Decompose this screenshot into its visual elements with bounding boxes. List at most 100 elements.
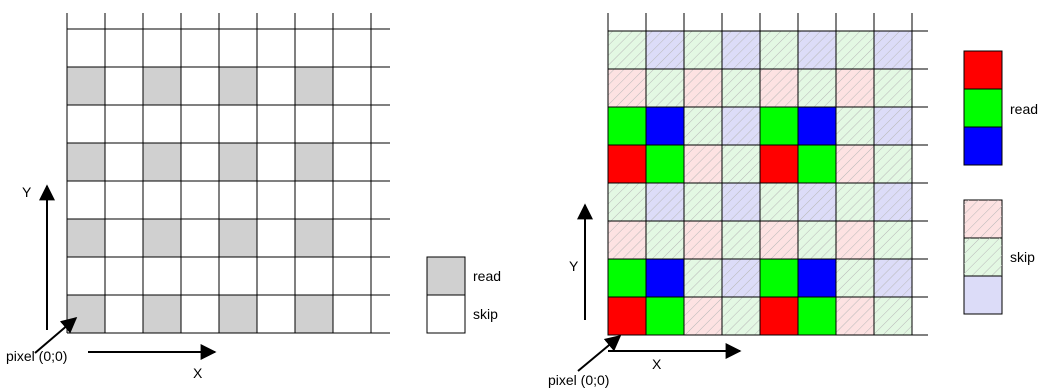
right-skip-hatch xyxy=(836,145,874,183)
right-skip-hatch xyxy=(684,183,722,221)
right-skip-hatch xyxy=(722,183,760,221)
right-skip-hatch xyxy=(836,31,874,69)
left-cell-grid xyxy=(67,67,333,333)
right-read-cell xyxy=(607,296,647,336)
right-skip-hatch xyxy=(722,259,760,297)
left-y-axis-label: Y xyxy=(22,184,32,200)
right-read-cell xyxy=(797,144,837,184)
right-skip-hatch xyxy=(646,69,684,107)
right-legend-green-swatch xyxy=(963,88,1003,128)
right-skip-hatch xyxy=(722,221,760,259)
left-read-cell xyxy=(67,295,105,333)
right-skip-hatch xyxy=(608,31,646,69)
right-skip-hatch xyxy=(608,221,646,259)
right-skip-hatch xyxy=(874,221,912,259)
right-read-cell xyxy=(645,106,685,146)
right-legend-skip-label: skip xyxy=(1010,249,1035,265)
right-skip-hatch xyxy=(608,183,646,221)
right-sampling-diagram: Y X pixel (0;0) read skip xyxy=(548,13,1038,388)
left-read-cell xyxy=(219,67,257,105)
left-read-cell xyxy=(67,219,105,257)
left-read-cell xyxy=(295,143,333,181)
right-legend-skip-green-swatch xyxy=(963,237,1003,277)
right-read-cell xyxy=(607,106,647,146)
right-read-cell xyxy=(645,296,685,336)
right-skip-hatch xyxy=(722,69,760,107)
right-cell-grid xyxy=(607,31,912,336)
left-grid-lines xyxy=(66,13,390,334)
right-skip-hatch xyxy=(722,31,760,69)
left-legend-read-swatch xyxy=(426,256,466,296)
right-grid-lines xyxy=(607,13,928,336)
right-skip-hatch xyxy=(798,221,836,259)
right-skip-hatch xyxy=(646,183,684,221)
right-skip-hatch xyxy=(684,297,722,335)
left-read-cell xyxy=(67,143,105,181)
right-skip-hatch xyxy=(722,297,760,335)
right-read-cell xyxy=(607,258,647,298)
left-read-cell xyxy=(143,219,181,257)
right-skip-hatch xyxy=(760,183,798,221)
right-legend-skip-blue-swatch xyxy=(963,275,1003,315)
left-read-cell xyxy=(219,295,257,333)
right-skip-hatch xyxy=(798,183,836,221)
right-read-cell xyxy=(645,144,685,184)
right-origin-pointer-arrow xyxy=(577,334,622,372)
left-read-cell xyxy=(143,295,181,333)
right-legend-read-label: read xyxy=(1010,101,1038,117)
left-origin-pointer-arrow xyxy=(34,316,78,354)
left-read-cell xyxy=(143,67,181,105)
left-read-cell xyxy=(219,219,257,257)
right-skip-hatch xyxy=(836,221,874,259)
right-skip-hatch xyxy=(760,221,798,259)
left-legend-read-label: read xyxy=(473,268,501,284)
right-skip-hatch xyxy=(874,259,912,297)
left-read-cell xyxy=(67,67,105,105)
left-read-cell xyxy=(295,219,333,257)
right-skip-hatch xyxy=(874,69,912,107)
right-skip-hatch xyxy=(836,107,874,145)
right-read-cell xyxy=(797,106,837,146)
right-skip-hatch xyxy=(836,259,874,297)
right-read-cell xyxy=(759,258,799,298)
right-skip-hatch xyxy=(798,69,836,107)
right-skip-hatch xyxy=(836,297,874,335)
right-read-cell xyxy=(797,258,837,298)
right-skip-hatch xyxy=(722,145,760,183)
right-read-cell xyxy=(759,296,799,336)
right-skip-hatch xyxy=(874,107,912,145)
right-read-cell xyxy=(645,258,685,298)
right-skip-hatch xyxy=(874,183,912,221)
right-read-cell xyxy=(607,144,647,184)
right-skip-hatch xyxy=(646,31,684,69)
right-read-cell xyxy=(759,106,799,146)
right-skip-hatch xyxy=(684,31,722,69)
right-read-cell xyxy=(759,144,799,184)
right-skip-hatch xyxy=(684,69,722,107)
right-skip-hatch xyxy=(836,69,874,107)
right-legend-red-swatch xyxy=(963,50,1003,90)
right-origin-label: pixel (0;0) xyxy=(548,372,609,388)
right-legend-blue-swatch xyxy=(963,126,1003,166)
right-skip-hatch xyxy=(608,69,646,107)
left-sampling-diagram: Y X pixel (0;0) read skip xyxy=(6,13,501,381)
right-skip-hatch xyxy=(874,145,912,183)
right-skip-hatch xyxy=(722,107,760,145)
left-read-cell xyxy=(295,295,333,333)
left-legend-skip-swatch xyxy=(426,294,466,334)
right-skip-hatch xyxy=(646,221,684,259)
right-skip-hatch xyxy=(684,221,722,259)
right-skip-hatch xyxy=(874,297,912,335)
left-read-cell xyxy=(295,67,333,105)
right-skip-hatch xyxy=(874,31,912,69)
left-origin-label: pixel (0;0) xyxy=(6,348,67,364)
right-skip-hatch xyxy=(798,31,836,69)
right-x-axis-label: X xyxy=(652,356,662,372)
right-legend-skip-red-swatch xyxy=(963,199,1003,239)
right-skip-hatch xyxy=(836,183,874,221)
left-read-cell xyxy=(143,143,181,181)
right-skip-hatch xyxy=(684,107,722,145)
right-read-cell xyxy=(797,296,837,336)
right-skip-hatch xyxy=(760,31,798,69)
